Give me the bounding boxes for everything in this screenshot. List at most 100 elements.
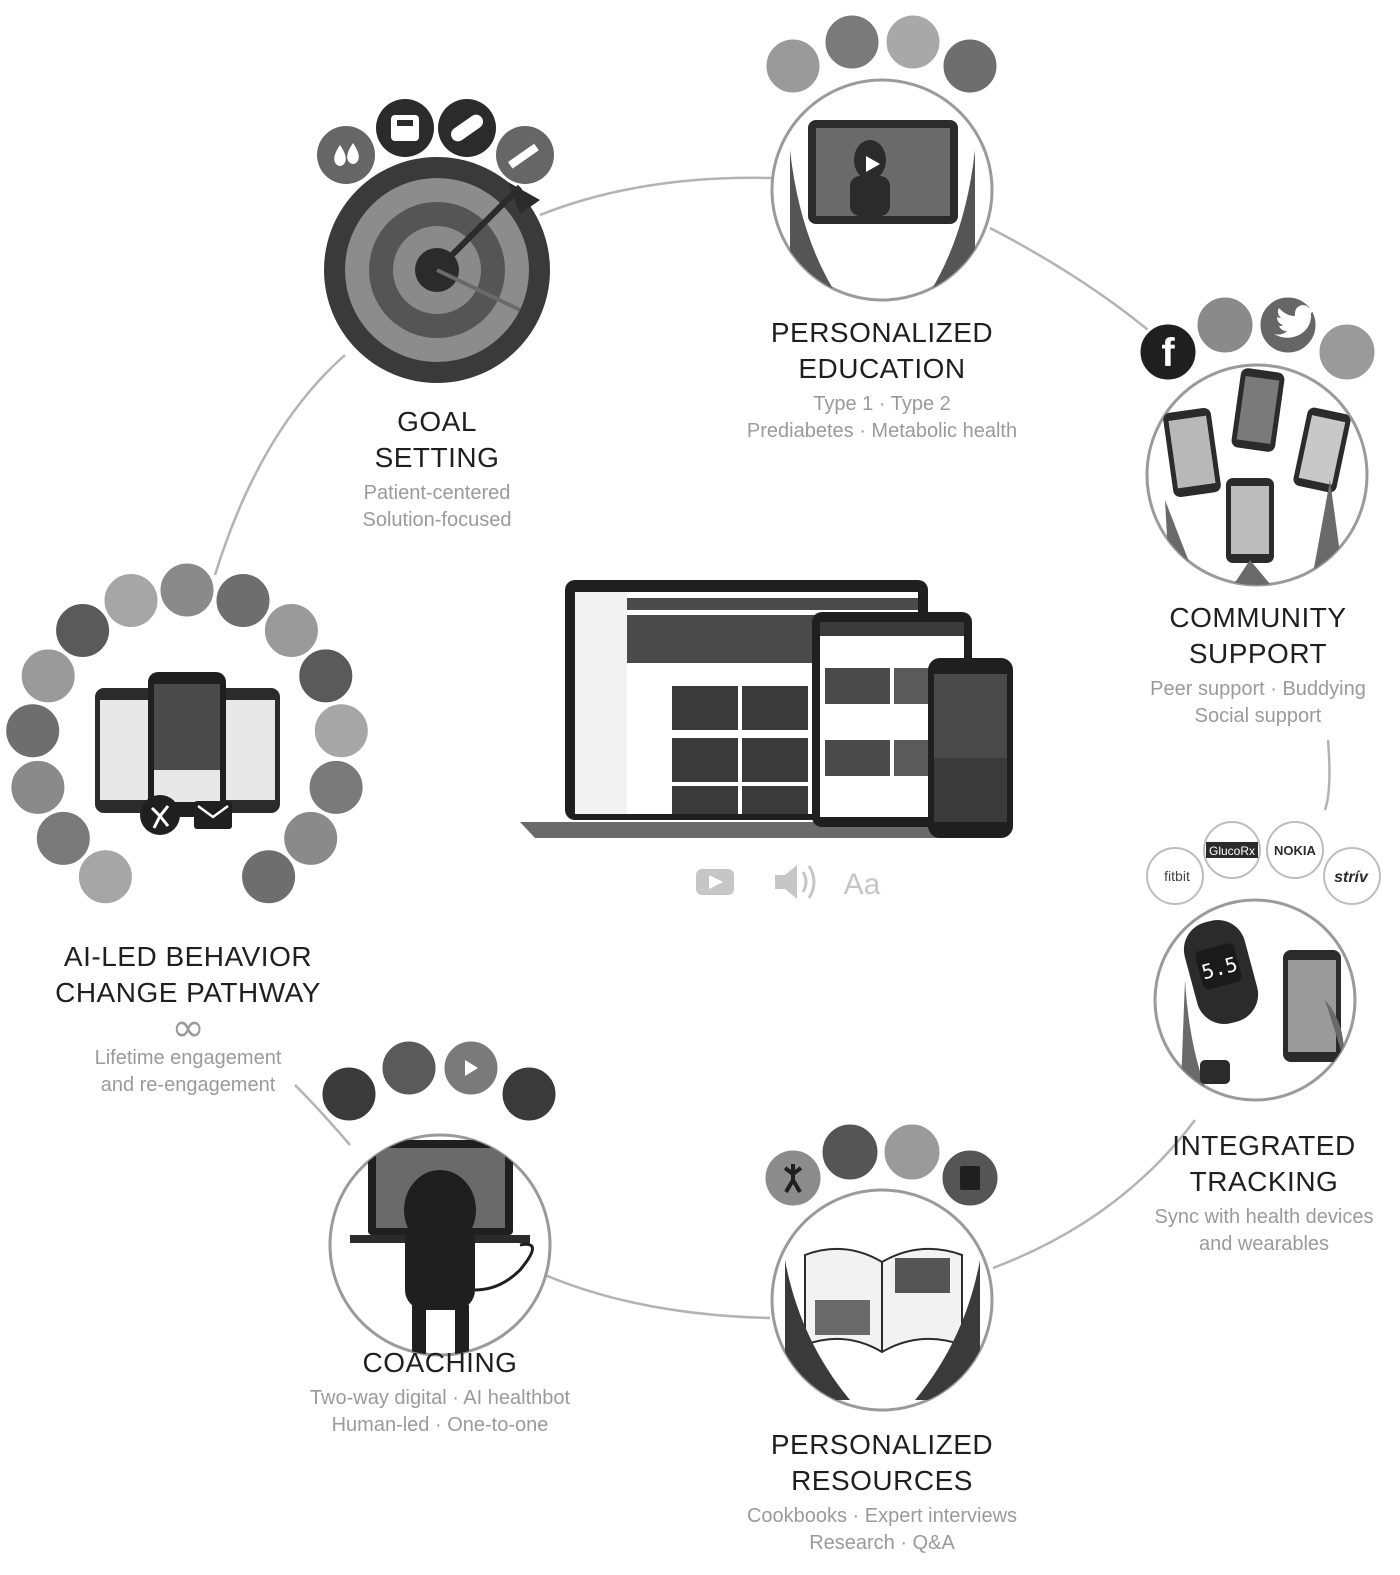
subtitle-line: Social support	[1194, 705, 1322, 727]
behavior-change-subtitle: Lifetime engagement and re-engagement	[28, 1045, 348, 1099]
personalized-education-title: PERSONALIZED EDUCATION	[702, 315, 1062, 387]
coaching-subtitle: Two-way digital · AI healthbot Human-led…	[270, 1385, 610, 1439]
participant-avatar	[101, 571, 161, 630]
participant-avatar	[296, 646, 356, 706]
subtitle-line: and re-engagement	[100, 1074, 276, 1096]
participant-avatar	[157, 560, 217, 620]
personalized-education-node	[763, 12, 1000, 302]
integrated-tracking-subtitle: Sync with health devices and wearables	[1130, 1204, 1398, 1258]
coach-avatar	[379, 1038, 439, 1098]
expert-avatar	[883, 12, 943, 72]
personalized-education-subtitle: Type 1 · Type 2 Prediabetes · Metabolic …	[702, 391, 1062, 445]
title-line: GOAL	[397, 406, 477, 437]
connector-coaching-to-behavior	[294, 1084, 351, 1146]
title-line: EDUCATION	[798, 353, 966, 384]
blood-drop-icon	[317, 126, 375, 184]
expert-avatar	[940, 36, 1000, 96]
goal-setting-label: GOAL SETTING Patient-centered Solution-f…	[287, 404, 587, 534]
striv-logo-text: strív	[1334, 869, 1369, 886]
play-icon	[866, 156, 880, 172]
participant-avatar	[311, 701, 371, 761]
coaching-title: COACHING	[270, 1345, 610, 1381]
subtitle-line: Prediabetes · Metabolic health	[746, 420, 1018, 442]
striv-logo	[1323, 847, 1381, 905]
subtitle-line: Peer support · Buddying	[1150, 678, 1366, 700]
coach-avatar	[319, 1064, 379, 1124]
resource-expert-icon	[881, 1121, 943, 1183]
integrated-tracking-title: INTEGRATED TRACKING	[1130, 1128, 1398, 1200]
connector-goal-to-education	[539, 176, 773, 217]
email-icon	[194, 801, 232, 829]
title-line: RESOURCES	[791, 1465, 973, 1496]
subtitle-line: Cookbooks · Expert interviews	[746, 1505, 1018, 1527]
connector-education-to-community	[989, 226, 1161, 341]
title-line: SUPPORT	[1188, 638, 1328, 669]
member-avatar	[1316, 321, 1378, 383]
center-devices: Aa	[520, 580, 1013, 901]
subtitle-line: Type 1 · Type 2	[813, 393, 951, 415]
target-icon	[324, 157, 550, 383]
play-icon	[465, 1060, 478, 1076]
subtitle-line: Patient-centered	[363, 482, 511, 504]
behavior-change-node	[3, 560, 371, 907]
subtitle-line: and wearables	[1198, 1233, 1330, 1255]
community-support-node: f	[1137, 294, 1378, 587]
glucorx-logo-text: GlucoRx	[1209, 844, 1255, 858]
facebook-icon	[1137, 321, 1199, 383]
syringe-glyph	[507, 143, 539, 169]
title-line: AI-LED BEHAVIOR	[63, 941, 313, 972]
participant-avatar	[75, 847, 135, 907]
participant-avatar	[8, 757, 68, 817]
title-line: PERSONALIZED	[770, 317, 994, 348]
integrated-tracking-node: fitbit GlucoRx NOKIA strív 5.5	[1146, 821, 1381, 1102]
coach-avatar	[499, 1064, 559, 1124]
goal-setting-subtitle: Patient-centered Solution-focused	[287, 480, 587, 534]
connector-tracking-to-resources	[992, 1119, 1196, 1270]
participant-avatar	[18, 646, 78, 706]
goal-setting-title: GOAL SETTING	[287, 404, 587, 476]
participant-avatar	[239, 847, 299, 907]
subtitle-line: Human-led · One-to-one	[331, 1414, 549, 1436]
personalized-education-label: PERSONALIZED EDUCATION Type 1 · Type 2 P…	[702, 315, 1062, 445]
connector-resources-to-coaching	[544, 1273, 771, 1320]
title-line: INTEGRATED	[1172, 1130, 1356, 1161]
personalized-resources-title: PERSONALIZED RESOURCES	[702, 1427, 1062, 1499]
personalized-resources-node	[762, 1121, 1001, 1412]
participant-avatar-ring	[3, 560, 371, 907]
participant-avatar	[33, 808, 93, 868]
youtube-icon	[696, 869, 734, 895]
participant-avatar	[281, 808, 341, 868]
participant-avatar	[3, 701, 63, 761]
speaker-icon	[775, 865, 816, 899]
resource-cooking-icon	[819, 1121, 881, 1183]
scale-glyph	[391, 115, 419, 141]
community-support-label: COMMUNITY SUPPORT Peer support · Buddyin…	[1118, 600, 1398, 730]
text-size-icon: Aa	[844, 868, 881, 901]
expert-avatar	[763, 36, 823, 96]
community-support-subtitle: Peer support · Buddying Social support	[1118, 676, 1398, 730]
smartwatch	[1200, 1060, 1230, 1084]
title-line: COMMUNITY	[1169, 602, 1347, 633]
participant-avatar	[213, 571, 273, 630]
twitter-glyph	[1274, 305, 1315, 338]
member-avatar	[1194, 294, 1256, 356]
nokia-logo	[1266, 821, 1324, 879]
pill-glyph	[450, 114, 484, 142]
fitbit-logo-text: fitbit	[1164, 868, 1190, 884]
fitbit-logo	[1146, 847, 1204, 905]
connector-lines	[213, 176, 1331, 1320]
blood-drop-glyph	[334, 143, 359, 166]
facebook-glyph: f	[1161, 331, 1175, 375]
title-line: PERSONALIZED	[770, 1429, 994, 1460]
connector-community-to-tracking	[1323, 739, 1331, 811]
behavior-change-title: AI-LED BEHAVIOR CHANGE PATHWAY	[28, 939, 348, 1011]
personalized-resources-label: PERSONALIZED RESOURCES Cookbooks · Exper…	[702, 1427, 1062, 1557]
personalized-resources-subtitle: Cookbooks · Expert interviews Research ·…	[702, 1503, 1062, 1557]
goal-setting-node	[317, 99, 554, 383]
connector-behavior-to-goal	[213, 354, 346, 576]
subtitle-line: Lifetime engagement	[94, 1047, 282, 1069]
behavior-change-label: AI-LED BEHAVIOR CHANGE PATHWAY ∞ Lifetim…	[28, 939, 348, 1099]
participant-avatar	[53, 601, 113, 660]
subtitle-line: Research · Q&A	[809, 1532, 955, 1554]
coaching-node	[319, 1038, 559, 1357]
